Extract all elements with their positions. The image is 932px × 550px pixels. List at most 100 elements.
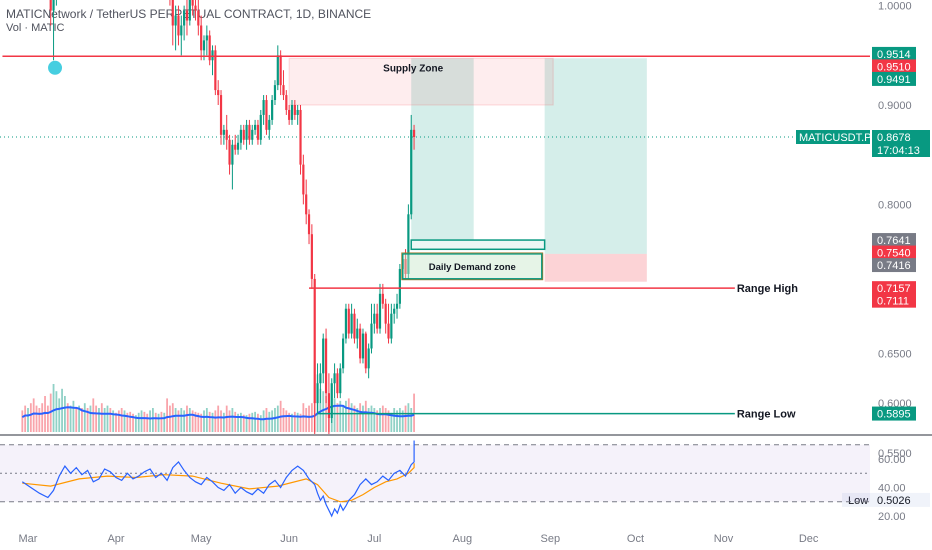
volume-bar [370,405,373,432]
entry-box [410,239,546,251]
candle-body [302,164,305,195]
candle-body [327,393,331,419]
volume-bar [401,410,404,432]
volume-bar [112,410,115,432]
volume-bar [234,411,237,432]
volume-bar [271,410,274,432]
volume-bar [387,410,390,432]
volume-bar [342,405,344,432]
volume-bar [38,408,41,432]
price-axis-label: 0.7111 [877,296,909,308]
low-tag-bg [842,492,930,507]
price-axis-label-bg [872,46,916,61]
candle-body [395,303,399,309]
volume-bar [237,413,239,432]
volume-bar [152,408,154,432]
volume-bar [384,408,387,432]
volume-bar [302,403,305,432]
volume-bar [217,405,220,432]
volume-bar [268,411,271,432]
range-low-label: Range Low [737,409,796,421]
volume-bar [140,410,143,432]
countdown-label: 17:04:13 [877,145,920,157]
candle-body [279,55,282,86]
candle-body [225,129,228,140]
candle-body [387,323,390,339]
candle-body [307,214,311,235]
x-tick-label: Mar [19,533,38,545]
volume-bar [191,410,194,432]
rsi-line [21,440,415,518]
volume-bar [308,405,310,432]
candle-body [293,105,296,115]
volume-bar [228,410,231,432]
volume-bar [146,413,149,432]
price-axis-label-bg [872,293,916,308]
volume-bar [265,408,268,432]
volume-bar [41,403,44,432]
volume-bar [194,411,197,432]
volume-bar [208,411,211,432]
volume-bar [364,400,367,432]
volume-bar [72,400,75,432]
volume-bar [83,403,86,432]
price-axis-label-bg [872,258,916,273]
price-axis-label: 0.7157 [877,283,911,295]
volume-bar [78,405,80,432]
price-axis-label: 0.7540 [877,248,911,260]
volume-bar [291,413,293,432]
price-axis-label-bg [872,406,916,421]
candle-body [373,313,376,324]
volume-bar [180,408,183,432]
volume-bar [359,403,362,432]
candle-body [253,124,257,130]
candle-body [361,333,365,359]
low-tag-label: Low [848,495,868,507]
candle-body [256,124,260,140]
low-tag-value: 0.5026 [877,495,911,507]
candle-body [313,278,316,404]
volume-bar [322,391,325,432]
volume-bar [350,403,353,432]
candle-body [197,10,200,26]
candle-body [398,268,401,304]
candle-body [322,338,325,374]
volume-bar [225,405,228,432]
volume-bar [154,412,157,432]
volume-bar [174,408,177,432]
candle-body [390,313,393,339]
candle-body [242,129,245,140]
demand-zone-box [401,253,543,280]
demand-zone-outline [401,252,544,281]
candle-body [370,323,373,349]
candle-body [305,194,308,215]
symbol-tag-label: MATICUSDT.P [799,132,872,144]
candle-body [410,129,413,215]
volume-bar [376,410,379,432]
volume-bar [29,403,32,432]
volume-bar [345,400,347,432]
candle-body [299,109,302,165]
candle-body [336,373,339,394]
volume-bar [205,408,208,432]
candle-body [316,383,319,404]
candle-body [393,308,396,314]
volume-bar [347,398,350,432]
candle-body [330,383,333,419]
candle-body [412,129,416,137]
candle-body [234,144,237,150]
candle-body [219,95,223,135]
volume-bar [282,408,285,432]
volume-bar [117,410,120,432]
position-stop-zone [544,253,647,282]
candle-body [231,144,234,165]
volume-bar [407,403,410,432]
candle-body [202,40,206,51]
candle-body [236,142,240,150]
volume-bar [106,405,109,432]
rsi-tick-label: 40.00 [878,483,906,495]
candle-body [341,338,345,369]
candle-body [49,0,52,11]
volume-bar [245,415,248,432]
